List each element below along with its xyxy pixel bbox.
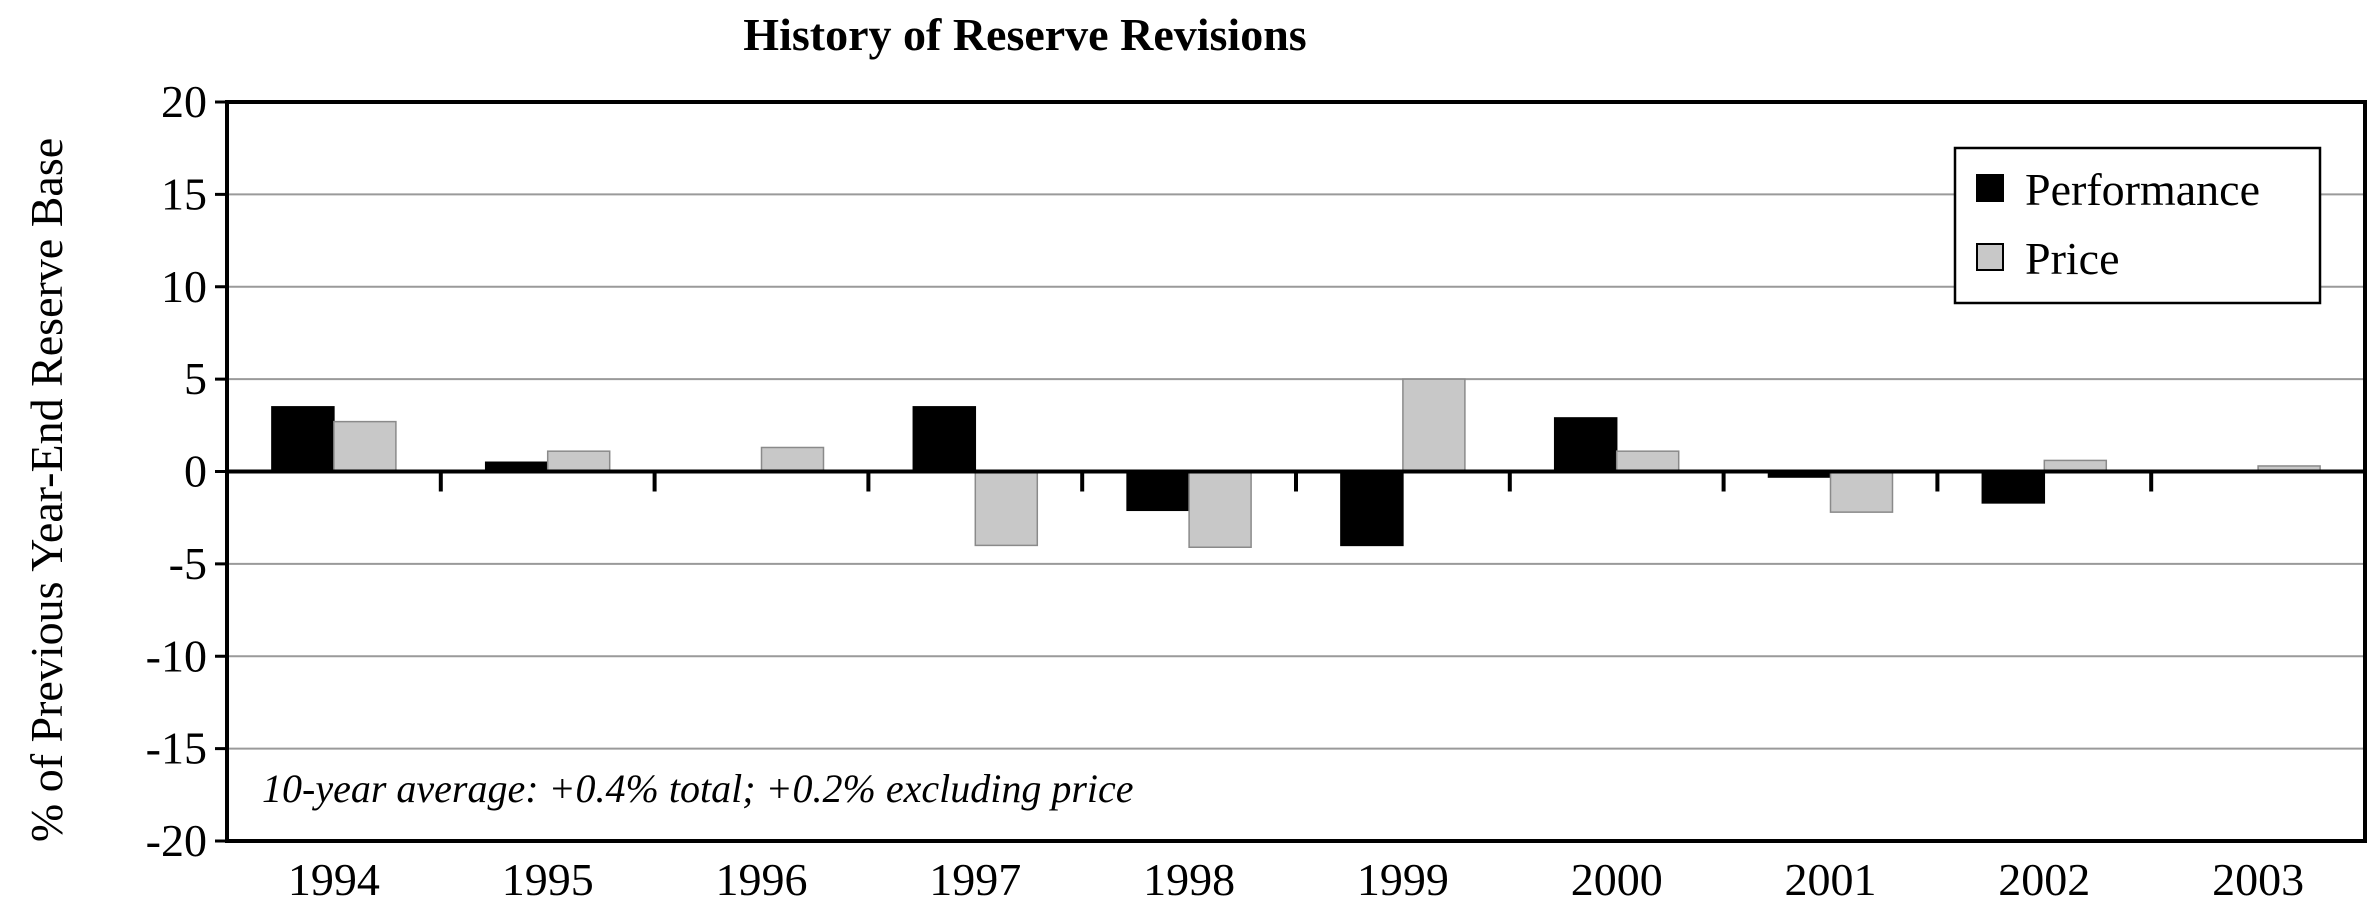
bar-performance-1997: [912, 406, 977, 473]
x-tick-label: 1995: [502, 854, 594, 905]
bar-performance-2002: [1981, 470, 2046, 504]
legend-label-price: Price: [2025, 233, 2120, 284]
bar-price-1998: [1188, 470, 1252, 548]
y-tick-label: 10: [161, 261, 207, 312]
bar-performance-1999: [1340, 470, 1404, 547]
bar-price-1997: [974, 470, 1039, 547]
bar-price-1996: [760, 446, 825, 473]
legend-swatch-price: [1976, 243, 2004, 271]
x-tick-label: 2001: [1785, 854, 1877, 905]
bar-price-2000: [1615, 450, 1680, 473]
y-tick-label: -10: [146, 630, 207, 681]
y-tick-label: -20: [146, 815, 207, 866]
y-tick-label: -15: [146, 723, 207, 774]
legend-swatch-performance: [1976, 174, 2004, 202]
y-axis-label: % of Previous Year-End Reserve Base: [21, 138, 72, 842]
bar-price-1994: [333, 420, 397, 473]
y-tick-label: 0: [184, 446, 207, 497]
chart-annotation: 10-year average: +0.4% total; +0.2% excl…: [262, 766, 1134, 811]
legend-box: [1953, 146, 2322, 305]
legend-label-performance: Performance: [2025, 164, 2260, 215]
x-tick-label: 1997: [929, 854, 1021, 905]
x-tick-label: 2003: [2212, 854, 2304, 905]
y-tick-label: 5: [184, 353, 207, 404]
y-tick-labels: 20 15 10 5 0 -5 -10 -15 -20: [146, 76, 207, 866]
x-tick-label: 1999: [1357, 854, 1449, 905]
bars: [271, 378, 2321, 548]
bar-price-1999: [1402, 378, 1466, 473]
x-tick-label: 2000: [1571, 854, 1663, 905]
legend: Performance Price: [1953, 146, 2322, 305]
x-tick-label: 1994: [288, 854, 380, 905]
bar-performance-2000: [1553, 417, 1618, 473]
axes: [215, 100, 2367, 843]
bar-performance-1998: [1126, 470, 1190, 512]
y-tick-label: -5: [169, 538, 207, 589]
y-tick-label: 20: [161, 76, 207, 127]
y-tick-label: 15: [161, 168, 207, 219]
bar-price-2001: [1829, 470, 1894, 513]
x-tick-label: 1996: [716, 854, 808, 905]
x-tick-label: 2002: [1998, 854, 2090, 905]
bar-performance-1994: [271, 406, 335, 473]
bar-price-1995: [546, 450, 611, 473]
x-tick-labels: 1994 1995 1996 1997 1998 1999 2000 2001 2002 2003: [288, 854, 2304, 905]
chart-title: History of Reserve Revisions: [743, 9, 1306, 60]
x-tick-label: 1998: [1143, 854, 1235, 905]
